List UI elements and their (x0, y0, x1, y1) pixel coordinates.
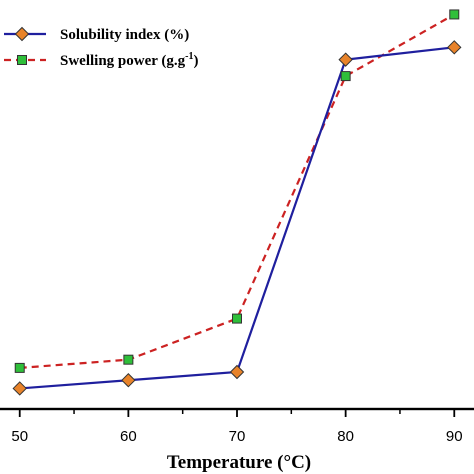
x-tick-label: 50 (11, 428, 28, 445)
axes: 50 60 70 80 90 (0, 407, 474, 445)
solubility-point (121, 373, 136, 388)
legend-label-solubility: Solubility index (%) (60, 27, 189, 43)
series-layer (12, 9, 462, 396)
solubility-point (12, 381, 27, 396)
legend-label-swelling: Swelling power (g.g-1) (60, 51, 199, 69)
x-tick-label: 80 (337, 428, 354, 445)
x-tick-label: 90 (446, 428, 463, 445)
legend-label-swelling-main: Swelling power (g.g (60, 53, 186, 69)
legend-label-swelling-superscript: -1 (185, 51, 193, 62)
swelling-point (340, 71, 351, 82)
x-axis-title: Temperature (°C) (167, 452, 311, 473)
solubility-point (447, 40, 462, 55)
legend-marker-swelling (17, 55, 27, 65)
swelling-point (123, 354, 134, 365)
solubility-point (338, 52, 353, 67)
solubility-line (19, 46, 455, 390)
swelling-point (232, 313, 242, 324)
x-tick-label: 60 (120, 428, 137, 445)
swelling-point (14, 362, 25, 373)
legend-marker-solubility (14, 26, 30, 42)
swelling-point (449, 9, 460, 20)
legend-label-swelling-suffix: ) (194, 53, 199, 69)
solubility-point (229, 364, 245, 380)
legend: Solubility index (%) Swelling power (g.g… (4, 26, 199, 69)
x-tick-label: 70 (229, 428, 246, 445)
